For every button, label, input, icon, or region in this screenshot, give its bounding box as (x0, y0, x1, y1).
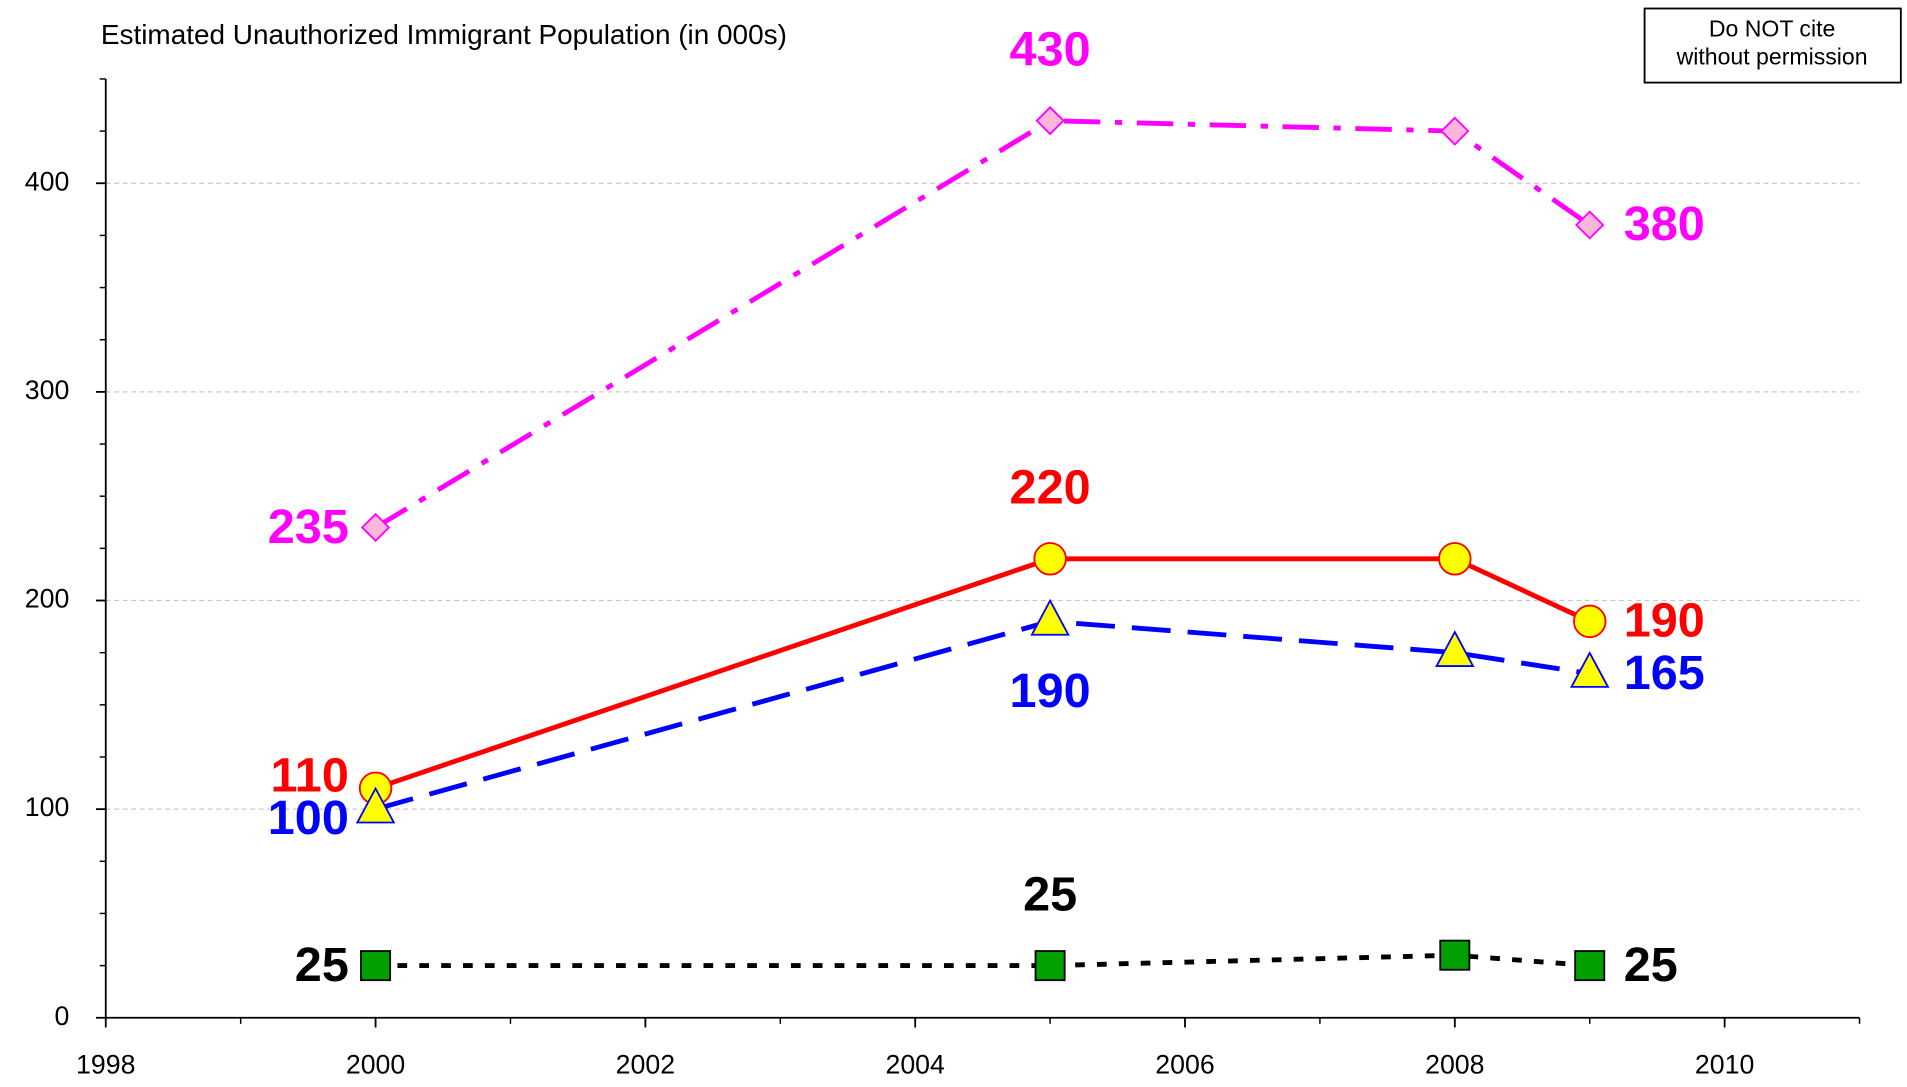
marker (360, 512, 391, 543)
note-line: Do NOT cite (1709, 15, 1835, 41)
data-label: 25 (1023, 867, 1077, 921)
marker (355, 786, 396, 824)
marker (1438, 542, 1472, 576)
note-line: without permission (1676, 43, 1868, 69)
y-tick-label: 400 (25, 166, 70, 196)
marker (1034, 950, 1066, 982)
x-tick-label: 2006 (1155, 1049, 1214, 1079)
x-tick-label: 1998 (76, 1049, 135, 1079)
y-tick-label: 100 (25, 792, 70, 822)
series-line (374, 118, 1592, 530)
note-box (1643, 7, 1902, 84)
marker (1435, 630, 1475, 667)
marker (1440, 116, 1470, 146)
data-label: 220 (1010, 461, 1091, 515)
marker (1569, 650, 1610, 688)
chart-title: Estimated Unauthorized Immigrant Populat… (101, 19, 787, 50)
x-tick-label: 2008 (1425, 1049, 1484, 1079)
series-line (374, 556, 1591, 791)
data-label: 235 (268, 500, 349, 554)
marker (360, 950, 392, 982)
series-line (375, 952, 1590, 969)
marker (1573, 604, 1607, 639)
marker (1575, 210, 1605, 240)
marker (1574, 950, 1606, 982)
data-label: 430 (1010, 22, 1091, 76)
data-label: 190 (1624, 594, 1705, 648)
marker (1439, 939, 1471, 971)
y-tick-label: 0 (54, 1001, 69, 1031)
series-line (374, 618, 1591, 812)
data-label: 25 (1624, 938, 1678, 992)
data-label: 380 (1624, 197, 1705, 251)
x-tick-label: 2000 (346, 1049, 405, 1079)
marker (1033, 542, 1067, 576)
x-tick-label: 2004 (885, 1049, 945, 1079)
x-tick-label: 2002 (616, 1049, 675, 1079)
data-label: 110 (270, 748, 348, 802)
marker (1035, 106, 1065, 136)
data-label: 25 (295, 938, 349, 992)
x-tick-label: 2010 (1695, 1049, 1754, 1079)
data-label: 190 (1010, 664, 1091, 718)
y-tick-label: 300 (25, 375, 70, 405)
data-label: 100 (268, 791, 349, 845)
data-label: 165 (1624, 646, 1705, 700)
marker (1030, 598, 1070, 636)
y-tick-label: 200 (25, 584, 70, 614)
